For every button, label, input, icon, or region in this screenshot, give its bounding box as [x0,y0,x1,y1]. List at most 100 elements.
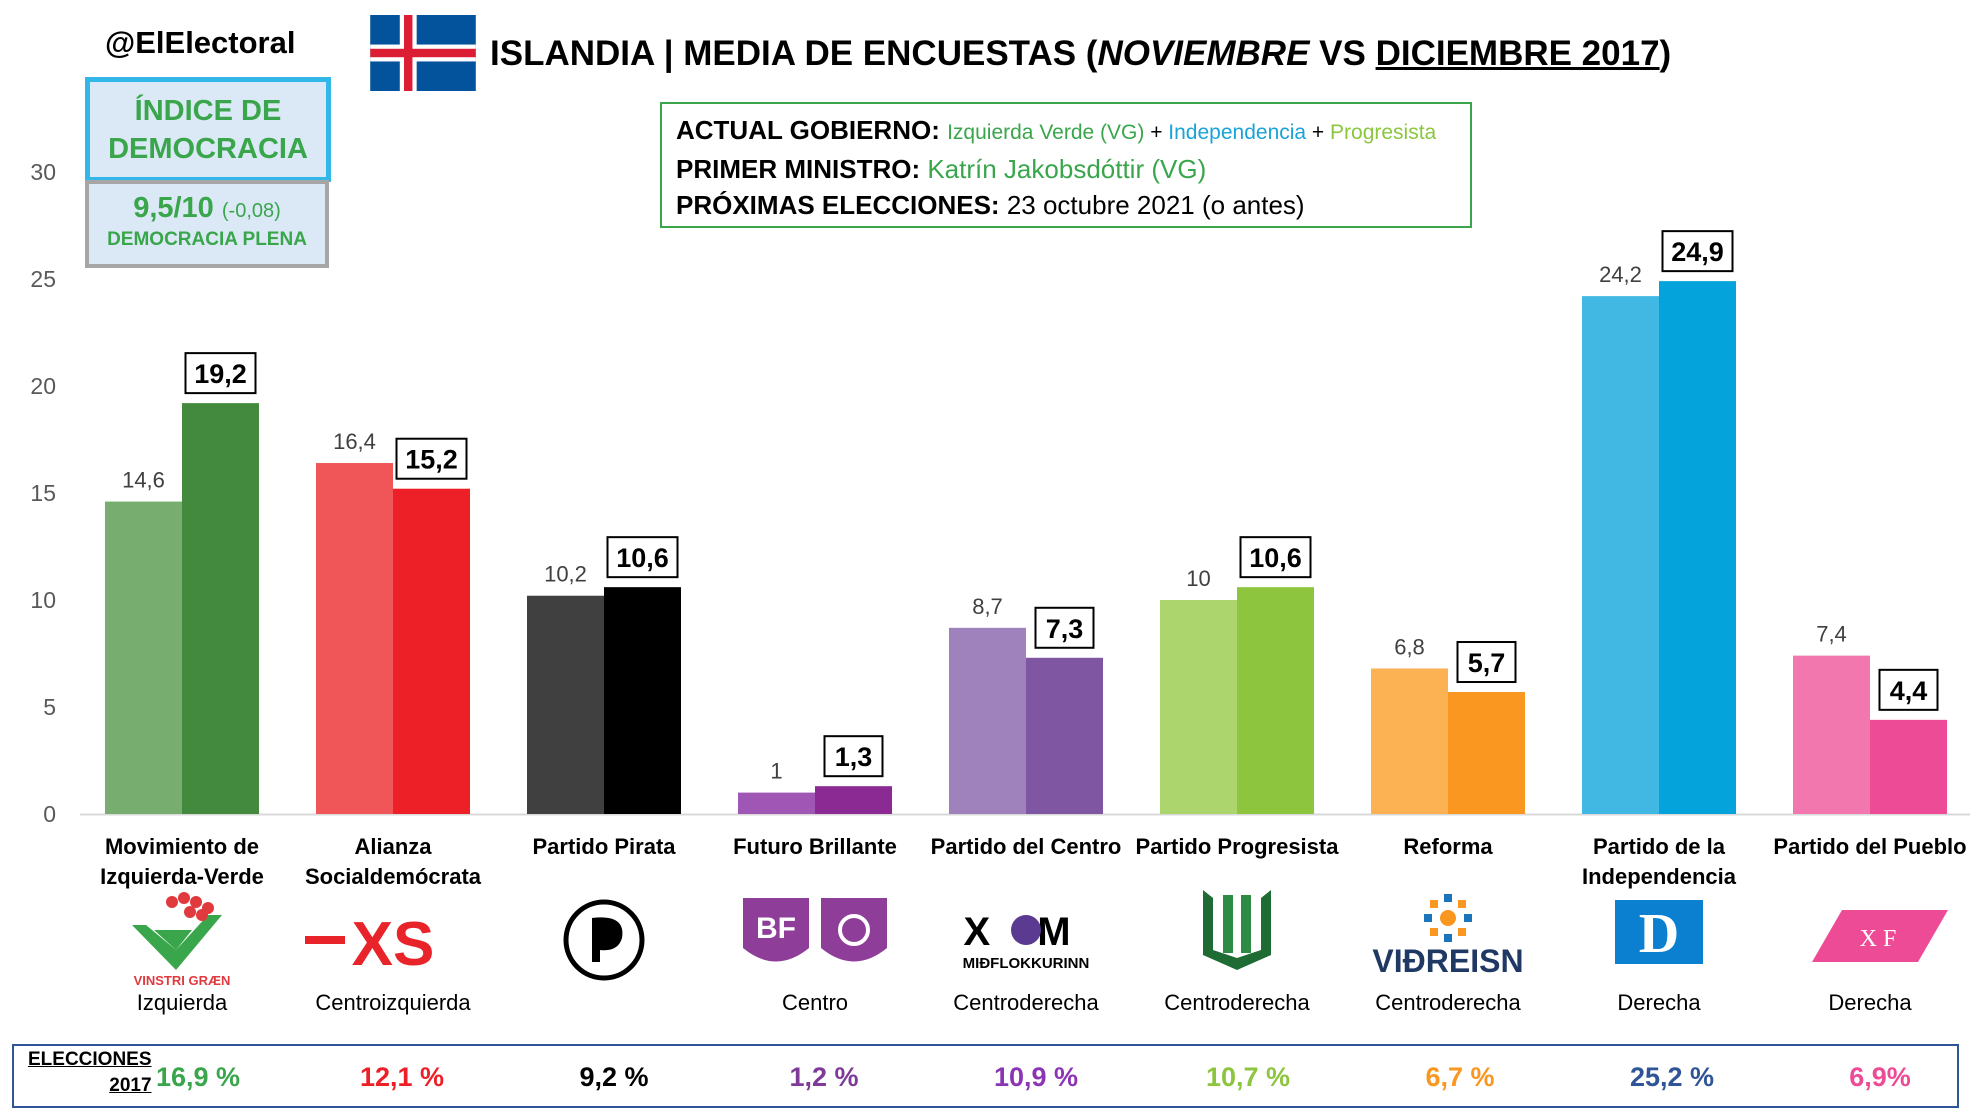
democracy-score-box: 9,5/10 (-0,08) DEMOCRACIA PLENA [85,180,329,268]
vidreisn-logo-icon: VIÐREISN [1372,894,1524,979]
y-tick-label: 25 [30,266,56,292]
category-label: Partido del Centro [931,834,1122,859]
progresista-logo-icon [1203,890,1271,970]
brand-handle: @ElElectoral [105,25,296,60]
page-title: ISLANDIA | MEDIA DE ENCUESTAS (NOVIEMBRE… [490,34,1671,74]
elections-2017-row [12,1044,1959,1108]
ideology-label: Centroderecha [1164,990,1310,1015]
bar-diciembre [1448,692,1525,814]
government-party-vg: Izquierda Verde (VG) [947,121,1145,144]
category-label: Futuro Brillante [733,834,897,859]
xs-logo-icon: XS [305,910,434,979]
bar-noviembre [316,463,393,814]
y-tick-label: 30 [30,159,56,185]
svg-text:VIÐREISN: VIÐREISN [1372,943,1523,979]
bar-diciembre [182,403,259,814]
data-label-noviembre: 8,7 [972,594,1003,619]
data-label-box-diciembre [1661,230,1734,273]
data-label-noviembre: 7,4 [1816,622,1847,647]
next-elections-label: PRÓXIMAS ELECCIONES: [676,190,1000,220]
elections-2017-value: 16,9 % [155,1062,241,1092]
bar-noviembre [1371,668,1448,814]
category-label: Reforma [1403,834,1493,859]
democracy-title-line2: DEMOCRACIA [108,132,308,165]
bar-noviembre [1582,296,1659,814]
ideology-label: Centroderecha [1375,990,1521,1015]
iceland-flag-icon [370,15,476,91]
elections-2017-value: 6,9% [1849,1062,1911,1092]
data-label-box-diciembre [1239,536,1312,579]
democracy-score: 9,5/10 (-0,08) [89,192,325,225]
svg-text:X F: X F [1860,926,1897,952]
government-party-progresista: Progresista [1330,121,1437,144]
title-separator: | [663,34,674,73]
data-label-noviembre: 10,2 [544,562,587,587]
next-elections-line: PRÓXIMAS ELECCIONES: 23 octubre 2021 (o … [676,187,1456,223]
category-label: Independencia [1582,864,1737,889]
title-november: NOVIEMBRE [1097,34,1310,73]
data-label-noviembre: 24,2 [1599,262,1642,287]
data-label-noviembre: 16,4 [333,429,376,454]
svg-text:MIÐFLOKKURINN: MIÐFLOKKURINN [963,955,1090,972]
bar-diciembre [604,587,681,814]
bar-diciembre [1026,657,1103,814]
data-label-diciembre: 10,6 [1249,543,1302,573]
government-plus-2: + [1306,121,1331,144]
vg-logo-icon: VINSTRI GRÆN [132,892,230,988]
data-label-box-diciembre [1456,641,1517,684]
bar-noviembre [105,501,182,814]
data-label-box-diciembre [395,437,468,480]
independencia-logo-icon: D [1615,900,1703,965]
svg-text:BF: BF [756,912,796,945]
elections-2017-value: 6,7 % [1425,1062,1495,1092]
government-line: ACTUAL GOBIERNO: Izquierda Verde (VG) + … [676,112,1456,151]
bar-noviembre [1793,655,1870,814]
data-label-box-diciembre [823,735,884,778]
prime-minister-label: PRIMER MINISTRO: [676,154,921,184]
ideology-label: Centroderecha [953,990,1099,1015]
next-elections-value: 23 octubre 2021 (o antes) [1006,190,1305,220]
data-label-box-diciembre [184,352,257,395]
bf-logo-icon: BF [743,898,887,962]
democracy-title-line1: ÍNDICE DE [134,94,282,127]
y-tick-label: 10 [30,587,56,613]
bar-diciembre [1237,587,1314,814]
title-vs: VS [1309,34,1376,73]
data-label-diciembre: 4,4 [1890,676,1928,706]
elections-2017-value: 10,7 % [1205,1062,1291,1092]
pueblo-logo-icon: X F [1812,910,1948,962]
elections-2017-value: 9,2 % [579,1062,649,1092]
ideology-label: Derecha [1617,990,1701,1015]
ideology-label: Derecha [1828,990,1912,1015]
data-label-diciembre: 24,9 [1671,237,1724,267]
democracy-score-value: 9,5/10 [133,192,214,224]
ideology-label: Izquierda [137,990,228,1015]
data-label-box-diciembre [606,536,679,579]
bar-diciembre [1659,281,1736,814]
ideology-label: Centroizquierda [315,990,471,1015]
democracy-index-box: ÍNDICE DE DEMOCRACIA [85,77,331,182]
category-label: Partido Pirata [532,834,676,859]
data-label-diciembre: 15,2 [405,445,458,475]
category-label: Partido de la [1593,834,1726,859]
title-main: MEDIA DE ENCUESTAS ( [683,34,1098,73]
prime-minister-value: Katrín Jakobsdóttir (VG) [927,154,1207,184]
elections-2017-value: 1,2 % [789,1062,859,1092]
title-country: ISLANDIA [490,34,654,73]
svg-text:XS: XS [352,910,435,979]
government-info-box: ACTUAL GOBIERNO: Izquierda Verde (VG) + … [660,102,1472,228]
title-december: DICIEMBRE 2017 [1375,34,1660,73]
svg-text:VINSTRI GRÆN: VINSTRI GRÆN [134,973,231,988]
data-label-diciembre: 5,7 [1468,648,1506,678]
category-label: Izquierda-Verde [100,864,264,889]
category-label: Movimiento de [105,834,259,859]
data-label-noviembre: 14,6 [122,468,165,493]
category-label: Alianza [354,834,432,859]
data-label-noviembre: 1 [770,759,782,784]
y-tick-label: 15 [30,480,56,506]
title-end: ) [1659,34,1672,73]
y-tick-label: 0 [43,801,56,827]
data-label-diciembre: 10,6 [616,543,669,573]
